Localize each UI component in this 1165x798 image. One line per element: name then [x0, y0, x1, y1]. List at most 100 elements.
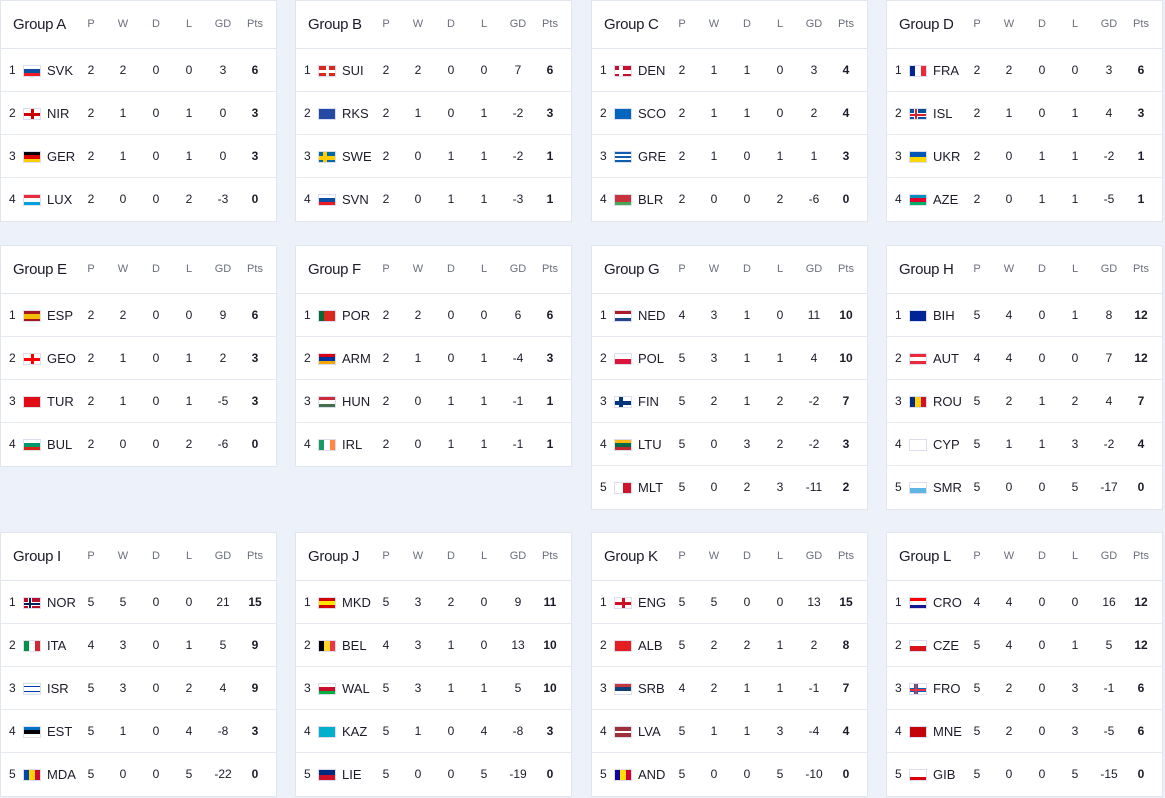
table-row[interactable]: 3 ISR 5 3 0 2 4 9	[1, 667, 276, 710]
table-row[interactable]: 3 GER 2 1 0 1 0 3	[1, 135, 276, 178]
team-code[interactable]: ESP	[47, 308, 74, 323]
table-row[interactable]: 5 LIE 5 0 0 5 -19 0	[296, 753, 571, 796]
table-row[interactable]: 4 KAZ 5 1 0 4 -8 3	[296, 710, 571, 753]
table-row[interactable]: 2 BEL 4 3 1 0 13 10	[296, 624, 571, 667]
table-row[interactable]: 2 ALB 5 2 2 1 2 8	[592, 624, 867, 667]
team-code[interactable]: GIB	[933, 767, 956, 782]
table-row[interactable]: 5 AND 5 0 0 5 -10 0	[592, 753, 867, 796]
team-code[interactable]: SMR	[933, 480, 962, 495]
team-code[interactable]: LTU	[638, 437, 662, 452]
table-row[interactable]: 3 HUN 2 0 1 1 -1 1	[296, 380, 571, 423]
team-code[interactable]: GRE	[638, 149, 667, 164]
team-code[interactable]: GER	[47, 149, 76, 164]
team-code[interactable]: SWE	[342, 149, 372, 164]
table-row[interactable]: 1 BIH 5 4 0 1 8 12	[887, 294, 1162, 337]
table-row[interactable]: 3 GRE 2 1 0 1 1 3	[592, 135, 867, 178]
team-code[interactable]: HUN	[342, 394, 371, 409]
team-code[interactable]: RKS	[342, 106, 369, 121]
table-row[interactable]: 2 NIR 2 1 0 1 0 3	[1, 92, 276, 135]
table-row[interactable]: 3 ROU 5 2 1 2 4 7	[887, 380, 1162, 423]
team-code[interactable]: BEL	[342, 638, 367, 653]
team-code[interactable]: FRO	[933, 681, 961, 696]
table-row[interactable]: 1 SUI 2 2 0 0 7 6	[296, 49, 571, 92]
team-code[interactable]: ISL	[933, 106, 953, 121]
table-row[interactable]: 4 EST 5 1 0 4 -8 3	[1, 710, 276, 753]
table-row[interactable]: 4 MNE 5 2 0 3 -5 6	[887, 710, 1162, 753]
table-row[interactable]: 1 FRA 2 2 0 0 3 6	[887, 49, 1162, 92]
team-code[interactable]: FRA	[933, 63, 959, 78]
table-row[interactable]: 5 MLT 5 0 2 3 -11 2	[592, 466, 867, 509]
table-row[interactable]: 5 SMR 5 0 0 5 -17 0	[887, 466, 1162, 509]
table-row[interactable]: 2 ITA 4 3 0 1 5 9	[1, 624, 276, 667]
table-row[interactable]: 1 NOR 5 5 0 0 21 15	[1, 581, 276, 624]
team-code[interactable]: TUR	[47, 394, 74, 409]
table-row[interactable]: 3 WAL 5 3 1 1 5 10	[296, 667, 571, 710]
team-code[interactable]: CZE	[933, 638, 959, 653]
table-row[interactable]: 4 BUL 2 0 0 2 -6 0	[1, 423, 276, 466]
team-code[interactable]: ITA	[47, 638, 67, 653]
table-row[interactable]: 2 CZE 5 4 0 1 5 12	[887, 624, 1162, 667]
team-code[interactable]: ISR	[47, 681, 69, 696]
team-code[interactable]: ALB	[638, 638, 663, 653]
table-row[interactable]: 4 AZE 2 0 1 1 -5 1	[887, 178, 1162, 221]
team-code[interactable]: SCO	[638, 106, 667, 121]
table-row[interactable]: 3 FRO 5 2 0 3 -1 6	[887, 667, 1162, 710]
team-code[interactable]: LVA	[638, 724, 661, 739]
team-code[interactable]: BLR	[638, 192, 664, 207]
team-code[interactable]: FIN	[638, 394, 659, 409]
team-code[interactable]: POL	[638, 351, 665, 366]
table-row[interactable]: 3 FIN 5 2 1 2 -2 7	[592, 380, 867, 423]
table-row[interactable]: 1 CRO 4 4 0 0 16 12	[887, 581, 1162, 624]
team-code[interactable]: POR	[342, 308, 371, 323]
table-row[interactable]: 4 CYP 5 1 1 3 -2 4	[887, 423, 1162, 466]
table-row[interactable]: 1 SVK 2 2 0 0 3 6	[1, 49, 276, 92]
table-row[interactable]: 4 LUX 2 0 0 2 -3 0	[1, 178, 276, 221]
table-row[interactable]: 2 RKS 2 1 0 1 -2 3	[296, 92, 571, 135]
team-code[interactable]: CRO	[933, 595, 962, 610]
team-code[interactable]: WAL	[342, 681, 370, 696]
team-code[interactable]: NED	[638, 308, 666, 323]
team-code[interactable]: GEO	[47, 351, 76, 366]
table-row[interactable]: 2 ISL 2 1 0 1 4 3	[887, 92, 1162, 135]
team-code[interactable]: BIH	[933, 308, 955, 323]
team-code[interactable]: NIR	[47, 106, 70, 121]
table-row[interactable]: 2 SCO 2 1 1 0 2 4	[592, 92, 867, 135]
table-row[interactable]: 2 AUT 4 4 0 0 7 12	[887, 337, 1162, 380]
table-row[interactable]: 4 LVA 5 1 1 3 -4 4	[592, 710, 867, 753]
team-code[interactable]: SUI	[342, 63, 364, 78]
team-code[interactable]: SVK	[47, 63, 74, 78]
table-row[interactable]: 5 MDA 5 0 0 5 -22 0	[1, 753, 276, 796]
team-code[interactable]: CYP	[933, 437, 960, 452]
table-row[interactable]: 1 ENG 5 5 0 0 13 15	[592, 581, 867, 624]
team-code[interactable]: DEN	[638, 63, 666, 78]
table-row[interactable]: 1 NED 4 3 1 0 11 10	[592, 294, 867, 337]
team-code[interactable]: ARM	[342, 351, 371, 366]
team-code[interactable]: EST	[47, 724, 73, 739]
team-code[interactable]: BUL	[47, 437, 73, 452]
table-row[interactable]: 4 IRL 2 0 1 1 -1 1	[296, 423, 571, 466]
team-code[interactable]: ROU	[933, 394, 962, 409]
table-row[interactable]: 1 ESP 2 2 0 0 9 6	[1, 294, 276, 337]
team-code[interactable]: MLT	[638, 480, 664, 495]
team-code[interactable]: AUT	[933, 351, 959, 366]
table-row[interactable]: 3 TUR 2 1 0 1 -5 3	[1, 380, 276, 423]
team-code[interactable]: MNE	[933, 724, 962, 739]
team-code[interactable]: KAZ	[342, 724, 368, 739]
team-code[interactable]: NOR	[47, 595, 76, 610]
team-code[interactable]: LUX	[47, 192, 73, 207]
team-code[interactable]: UKR	[933, 149, 961, 164]
table-row[interactable]: 4 LTU 5 0 3 2 -2 3	[592, 423, 867, 466]
table-row[interactable]: 3 UKR 2 0 1 1 -2 1	[887, 135, 1162, 178]
table-row[interactable]: 5 GIB 5 0 0 5 -15 0	[887, 753, 1162, 796]
table-row[interactable]: 1 DEN 2 1 1 0 3 4	[592, 49, 867, 92]
table-row[interactable]: 3 SRB 4 2 1 1 -1 7	[592, 667, 867, 710]
team-code[interactable]: AND	[638, 767, 666, 782]
team-code[interactable]: SRB	[638, 681, 665, 696]
table-row[interactable]: 4 SVN 2 0 1 1 -3 1	[296, 178, 571, 221]
team-code[interactable]: MKD	[342, 595, 371, 610]
table-row[interactable]: 1 POR 2 2 0 0 6 6	[296, 294, 571, 337]
table-row[interactable]: 2 GEO 2 1 0 1 2 3	[1, 337, 276, 380]
team-code[interactable]: MDA	[47, 767, 76, 782]
team-code[interactable]: ENG	[638, 595, 667, 610]
team-code[interactable]: SVN	[342, 192, 369, 207]
